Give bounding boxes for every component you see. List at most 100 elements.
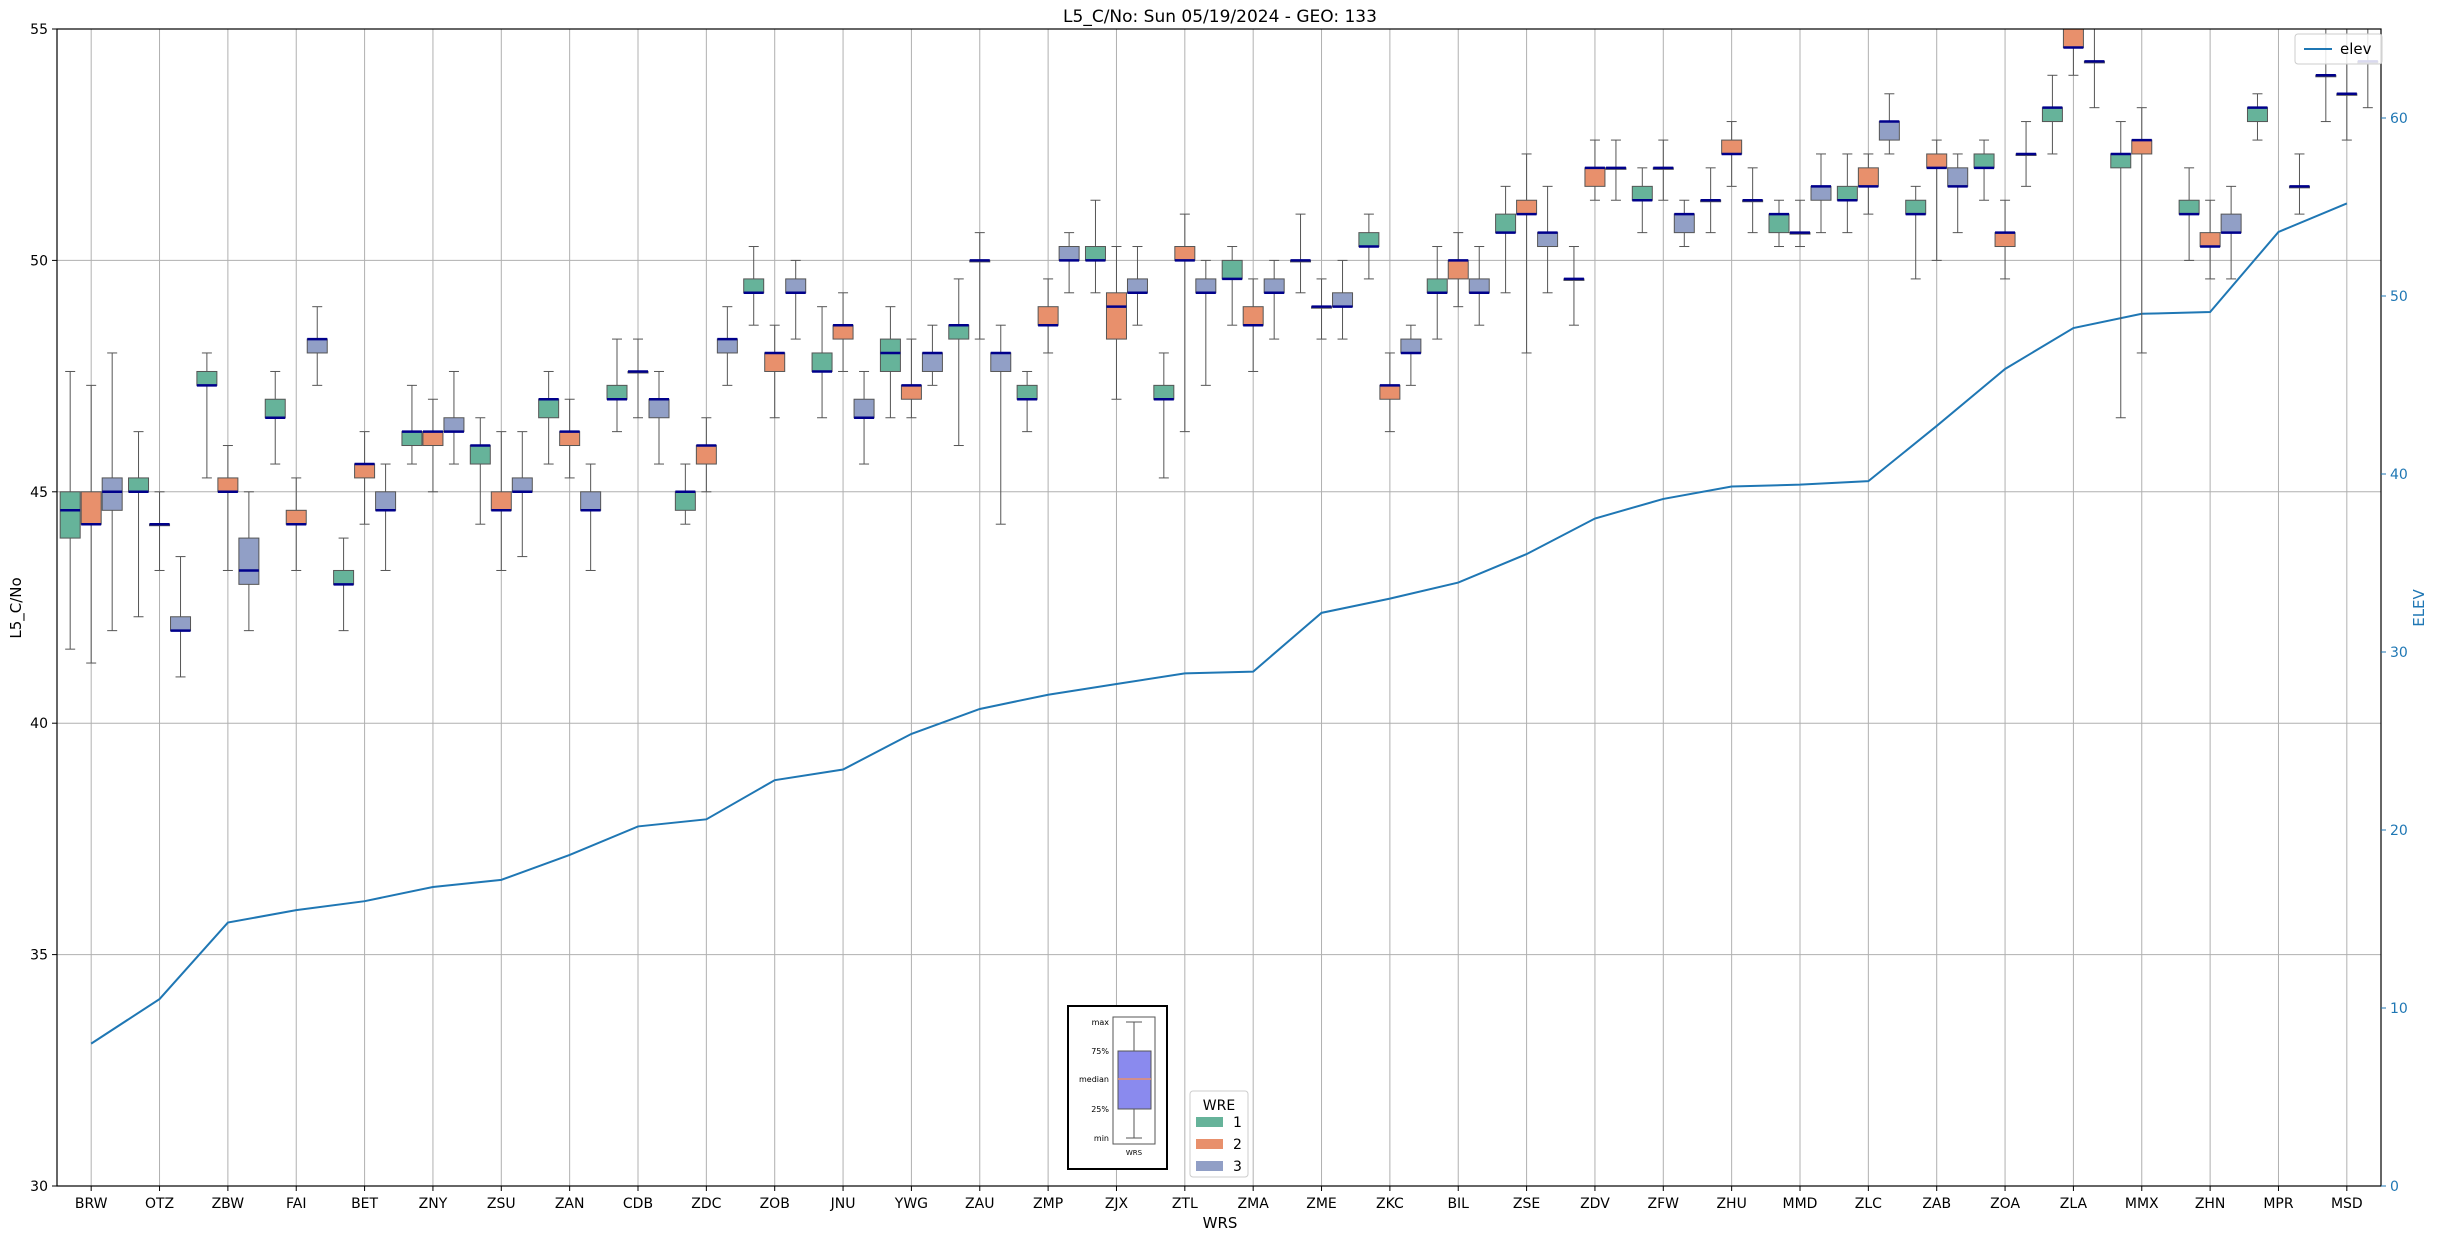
box-ZLA-wre1 [2041, 74, 2063, 155]
box-body [1242, 306, 1264, 326]
box-ZBW-wre1 [196, 352, 218, 479]
box-body [1174, 246, 1196, 261]
box-body [1905, 199, 1927, 215]
box-ZLA-wre3 [2083, 28, 2105, 109]
x-tick-label: FAI [286, 1196, 306, 1212]
box-ZMA-wre3 [1263, 259, 1285, 340]
box-ZLA-wre2 [2062, 28, 2084, 76]
box-BET-wre1 [333, 537, 355, 632]
x-tick-label: ZMA [1238, 1196, 1270, 1212]
box-ZAB-wre3 [1947, 153, 1969, 234]
box-body [469, 445, 491, 465]
y-axis-label: L5_C/No [7, 577, 26, 638]
box-body [1673, 213, 1695, 234]
box-MPR-wre3 [2288, 153, 2310, 215]
wre-legend-label-2: 2 [1233, 1137, 1242, 1153]
box-body [853, 398, 875, 419]
elev-legend: elev [2294, 33, 2383, 65]
box-MMD-wre2 [1789, 199, 1811, 248]
x-tick-label: ZSU [487, 1196, 516, 1212]
box-body [538, 398, 560, 419]
box-body [580, 491, 602, 511]
box-body [1721, 139, 1743, 155]
box-ZSU-wre1 [469, 417, 491, 525]
box-ZFW-wre1 [1631, 167, 1653, 234]
key-label-max: max [1092, 1018, 1110, 1027]
box-body [1195, 278, 1217, 294]
box-ZHN-wre2 [2199, 199, 2221, 280]
box-ZSE-wre3 [1537, 185, 1559, 294]
box-ZMP-wre3 [1058, 232, 1080, 294]
box-body [2110, 153, 2132, 169]
wre-legend-label-3: 3 [1233, 1159, 1242, 1175]
box-ZOA-wre1 [1973, 139, 1995, 201]
y2-tick-label: 50 [2390, 289, 2408, 305]
box-body [1857, 167, 1879, 187]
x-tick-label: CDB [623, 1196, 653, 1212]
x-tick-label: JNU [830, 1196, 856, 1212]
box-ZAN-wre2 [559, 398, 581, 479]
box-body [879, 338, 901, 372]
box-body [2041, 107, 2063, 123]
box-ZOA-wre2 [1994, 199, 2016, 280]
box-body [238, 537, 260, 585]
x-tick-label: BIL [1447, 1196, 1469, 1212]
box-body [1332, 292, 1354, 308]
box-body [1426, 278, 1448, 294]
x-tick-label: YWG [894, 1196, 928, 1212]
box-body [606, 384, 628, 400]
box-body [2062, 28, 2084, 49]
box-body [2246, 107, 2268, 123]
box-body [811, 352, 833, 372]
box-body [2199, 232, 2221, 248]
box-body [1058, 246, 1080, 261]
box-ZLC-wre1 [1836, 153, 1858, 234]
x-tick-label: ZAU [965, 1196, 994, 1212]
box-body [422, 431, 444, 447]
box-ZHU-wre2 [1721, 121, 1743, 187]
box-BET-wre3 [375, 463, 397, 571]
box-body [1358, 232, 1380, 248]
y2-tick-label: 0 [2390, 1179, 2399, 1195]
box-body [716, 338, 738, 354]
box-body [1768, 213, 1790, 234]
box-ZAN-wre3 [580, 463, 602, 571]
key-label-q3: 75% [1091, 1047, 1109, 1056]
box-CDB-wre2 [627, 338, 649, 419]
box-ZAN-wre1 [538, 370, 560, 465]
box-body [832, 324, 854, 340]
box-ZDV-wre2 [1584, 139, 1606, 201]
key-label-min: min [1094, 1134, 1109, 1143]
box-ZHN-wre1 [2178, 167, 2200, 261]
box-ZHN-wre3 [2220, 185, 2242, 280]
box-FAI-wre1 [264, 370, 286, 465]
x-tick-label: ZBW [212, 1196, 245, 1212]
box-FAI-wre2 [285, 477, 307, 571]
box-ZTL-wre3 [1195, 259, 1217, 386]
x-tick-label: ZAB [1922, 1196, 1951, 1212]
box-body [1447, 259, 1469, 280]
box-ZDV-wre3 [1605, 139, 1627, 201]
box-body [648, 398, 670, 419]
wre-legend-swatch-2 [1196, 1139, 1223, 1149]
box-JNU-wre1 [811, 306, 833, 419]
x-tick-label: ZJX [1105, 1196, 1129, 1212]
x-tick-label: ZDV [1580, 1196, 1610, 1212]
box-body [2131, 139, 2153, 155]
box-body [285, 509, 307, 525]
wre-legend-swatch-1 [1196, 1117, 1223, 1127]
y2-tick-label: 60 [2390, 111, 2408, 127]
box-ZAU-wre3 [990, 324, 1012, 525]
box-ZSE-wre2 [1516, 153, 1538, 354]
y-tick-label: 55 [30, 22, 48, 38]
box-body [743, 278, 765, 294]
y-tick-label: 45 [30, 485, 48, 501]
box-JNU-wre2 [832, 292, 854, 372]
box-ZHU-wre3 [1742, 167, 1764, 234]
box-body [674, 491, 696, 511]
x-tick-label: ZOA [1990, 1196, 2020, 1212]
box-ZKC-wre3 [1400, 324, 1422, 386]
box-BIL-wre2 [1447, 232, 1469, 308]
box-CDB-wre3 [648, 370, 670, 465]
